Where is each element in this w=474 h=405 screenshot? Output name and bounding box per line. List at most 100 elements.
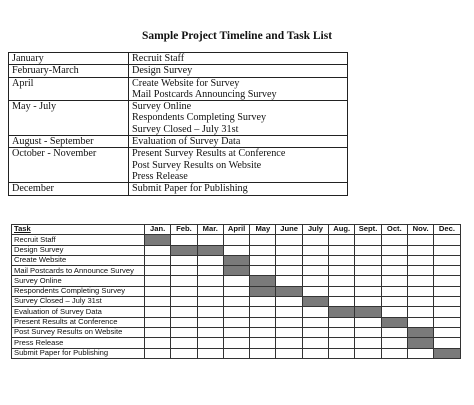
gantt-table: Task Jan. Feb. Mar. April May June July Aug. Sep…: [11, 223, 461, 359]
timeline-period: August - September: [8, 135, 129, 148]
gantt-empty-cell: [406, 234, 435, 246]
gantt-empty-cell: [275, 244, 303, 256]
gantt-empty-cell: [222, 306, 251, 318]
gantt-empty-cell: [222, 296, 251, 308]
gantt-empty-cell: [354, 337, 382, 349]
gantt-empty-cell: [354, 316, 382, 328]
gantt-empty-cell: [196, 234, 224, 246]
timeline-period: February-March: [8, 64, 129, 78]
gantt-bar-cell: [406, 326, 435, 339]
gantt-empty-cell: [196, 316, 224, 328]
gantt-empty-cell: [143, 326, 172, 339]
gantt-empty-cell: [328, 296, 356, 308]
gantt-task-label: Mail Postcards to Announce Survey: [11, 265, 145, 277]
gantt-empty-cell: [301, 326, 330, 339]
gantt-empty-cell: [170, 347, 198, 359]
timeline-period: May - July: [8, 100, 129, 136]
gantt-empty-cell: [301, 347, 330, 359]
gantt-empty-cell: [301, 316, 330, 328]
gantt-empty-cell: [196, 337, 224, 349]
gantt-empty-cell: [433, 285, 461, 298]
gantt-bar-cell: [249, 275, 277, 287]
task-column-header: Task: [11, 223, 145, 236]
gantt-empty-cell: [328, 326, 356, 339]
gantt-empty-cell: [143, 244, 172, 256]
gantt-empty-cell: [328, 244, 356, 256]
timeline-row: January Recruit Staff: [8, 52, 348, 65]
gantt-empty-cell: [275, 265, 303, 277]
timeline-period: January: [8, 52, 129, 65]
gantt-empty-cell: [328, 337, 356, 349]
timeline-task: Survey Closed – July 31st: [132, 123, 239, 135]
timeline-row: December Submit Paper for Publishing: [8, 182, 348, 196]
gantt-bar-cell: [222, 265, 251, 277]
gantt-empty-cell: [196, 306, 224, 318]
gantt-empty-cell: [170, 296, 198, 308]
gantt-bar-cell: [275, 285, 303, 298]
gantt-empty-cell: [143, 265, 172, 277]
gantt-empty-cell: [301, 285, 330, 298]
gantt-empty-cell: [143, 306, 172, 318]
timeline-row: Survey Closed – July 31st: [9, 124, 348, 136]
gantt-empty-cell: [301, 275, 330, 287]
gantt-empty-cell: [170, 326, 198, 339]
gantt-empty-cell: [328, 316, 356, 328]
gantt-empty-cell: [301, 244, 330, 256]
gantt-row: Respondents Completing Survey: [11, 285, 461, 298]
gantt-empty-cell: [433, 234, 461, 246]
gantt-task-label: Present Results at Conference: [11, 316, 145, 328]
gantt-empty-cell: [170, 337, 198, 349]
gantt-empty-cell: [170, 254, 198, 267]
gantt-empty-cell: [222, 337, 251, 349]
gantt-empty-cell: [196, 275, 224, 287]
gantt-empty-cell: [275, 347, 303, 359]
gantt-bar-cell: [354, 306, 382, 318]
timeline-row: October - November Present Survey Results…: [8, 147, 348, 183]
timeline-task: Respondents Completing Survey: [132, 112, 267, 124]
timeline-period: October - November: [8, 147, 129, 183]
gantt-empty-cell: [249, 296, 277, 308]
month-header: Mar.: [196, 223, 224, 236]
gantt-empty-cell: [406, 254, 435, 267]
gantt-empty-cell: [249, 254, 277, 267]
timeline-task: Evaluation of Survey Data: [128, 135, 348, 148]
gantt-task-label: Create Website: [11, 254, 145, 267]
gantt-empty-cell: [301, 234, 330, 246]
gantt-bar-cell: [170, 244, 198, 256]
gantt-empty-cell: [143, 337, 172, 349]
document-title: Sample Project Timeline and Task List: [141, 30, 333, 42]
gantt-empty-cell: [406, 275, 435, 287]
gantt-empty-cell: [275, 316, 303, 328]
gantt-empty-cell: [406, 306, 435, 318]
gantt-empty-cell: [170, 265, 198, 277]
gantt-empty-cell: [143, 316, 172, 328]
gantt-row: Mail Postcards to Announce Survey: [11, 265, 461, 277]
gantt-task-label: Survey Online: [11, 275, 145, 287]
gantt-bar-cell: [328, 306, 356, 318]
gantt-empty-cell: [170, 306, 198, 318]
gantt-empty-cell: [170, 316, 198, 328]
gantt-empty-cell: [249, 306, 277, 318]
timeline-task: Recruit Staff: [132, 53, 185, 64]
gantt-empty-cell: [275, 296, 303, 308]
timeline-task: Present Survey Results at Conference: [128, 147, 348, 160]
gantt-empty-cell: [249, 316, 277, 328]
gantt-bar-cell: [249, 285, 277, 298]
gantt-task-label: Submit Paper for Publishing: [11, 347, 145, 359]
gantt-row: Submit Paper for Publishing: [11, 347, 461, 359]
gantt-empty-cell: [143, 347, 172, 359]
gantt-empty-cell: [380, 296, 408, 308]
gantt-empty-cell: [328, 347, 356, 359]
gantt-empty-cell: [249, 347, 277, 359]
gantt-empty-cell: [380, 285, 408, 298]
gantt-empty-cell: [222, 316, 251, 328]
month-header: Dec.: [433, 223, 461, 236]
gantt-empty-cell: [196, 326, 224, 339]
gantt-empty-cell: [222, 326, 251, 339]
gantt-empty-cell: [196, 296, 224, 308]
gantt-bar-cell: [380, 316, 408, 328]
gantt-empty-cell: [143, 254, 172, 267]
gantt-empty-cell: [275, 234, 303, 246]
gantt-empty-cell: [301, 337, 330, 349]
gantt-empty-cell: [433, 316, 461, 328]
